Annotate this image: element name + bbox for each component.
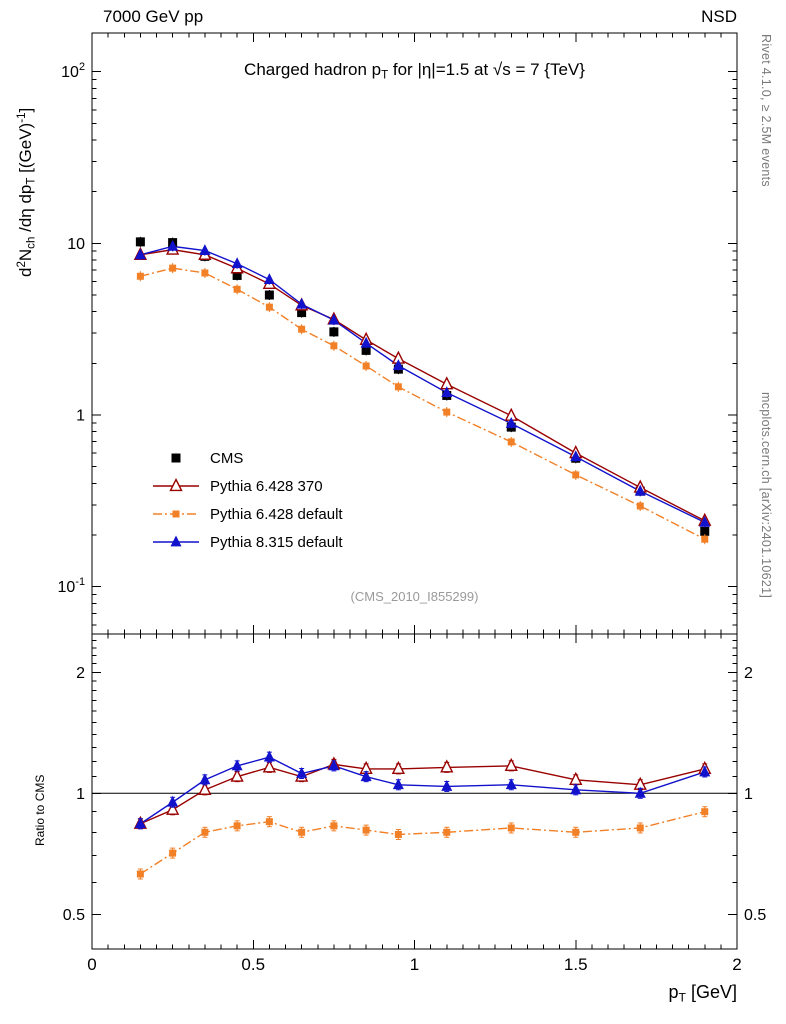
legend-label: Pythia 6.428 default [210, 505, 343, 523]
pythia8-default-marker-swatch [153, 535, 199, 547]
legend-label: CMS [210, 449, 244, 467]
svg-text:1: 1 [76, 408, 85, 425]
event-class-label: NSD [701, 7, 737, 26]
svg-text:0.5: 0.5 [744, 907, 766, 924]
analysis-id-watermark: (CMS_2010_I855299) [350, 589, 479, 604]
svg-text:2: 2 [744, 665, 753, 682]
svg-text:102: 102 [61, 61, 85, 81]
svg-text:0.5: 0.5 [241, 955, 265, 974]
legend-label: Pythia 6.428 370 [210, 477, 323, 495]
tick-labels: 10-1 1 10 102 0.5 0.5 1 1 2 2 0 0.5 1 1.5 2 [58, 61, 767, 974]
legend-item-cms: CMS [152, 444, 343, 472]
plot-title: Charged hadron pT for |η|=1.5 at √s = 7 … [244, 60, 585, 82]
svg-text:10-1: 10-1 [58, 576, 85, 596]
legend: CMS Pythia 6.428 370 Pythia 6.428 defaul… [152, 444, 343, 556]
series-markers [133, 236, 712, 880]
pythia6-default-marker-swatch [153, 510, 199, 518]
svg-text:1: 1 [410, 955, 419, 974]
rivet-version-note: Rivet 4.1.0, ≥ 2.5M events [759, 34, 773, 187]
series-lines [139, 245, 706, 875]
mcplots-reference-note: mcplots.cern.ch [arXiv:2401.10621] [759, 392, 773, 599]
svg-text:2: 2 [732, 955, 741, 974]
axis-ticks [91, 33, 738, 949]
svg-text:1: 1 [744, 786, 753, 803]
legend-item-pythia8-default: Pythia 8.315 default [152, 528, 343, 556]
y-axis-title-ratio: Ratio to CMS [33, 774, 47, 846]
pythia6-370-marker-swatch [153, 477, 199, 492]
svg-text:1.5: 1.5 [564, 955, 588, 974]
y-axis-title-main: d2Nch /dη dpT [(GeV)-1] [16, 107, 38, 277]
svg-text:10: 10 [67, 236, 85, 253]
svg-text:2: 2 [76, 665, 85, 682]
svg-text:0: 0 [87, 955, 96, 974]
svg-text:0.5: 0.5 [63, 907, 85, 924]
x-axis-title: pT [GeV] [668, 982, 737, 1005]
legend-item-pythia6-370: Pythia 6.428 370 [152, 472, 343, 500]
legend-item-pythia6-default: Pythia 6.428 default [152, 500, 343, 528]
legend-label: Pythia 8.315 default [210, 533, 343, 551]
beam-energy-label: 7000 GeV pp [103, 7, 204, 26]
svg-text:1: 1 [76, 786, 85, 803]
cms-marker-swatch [171, 453, 181, 463]
